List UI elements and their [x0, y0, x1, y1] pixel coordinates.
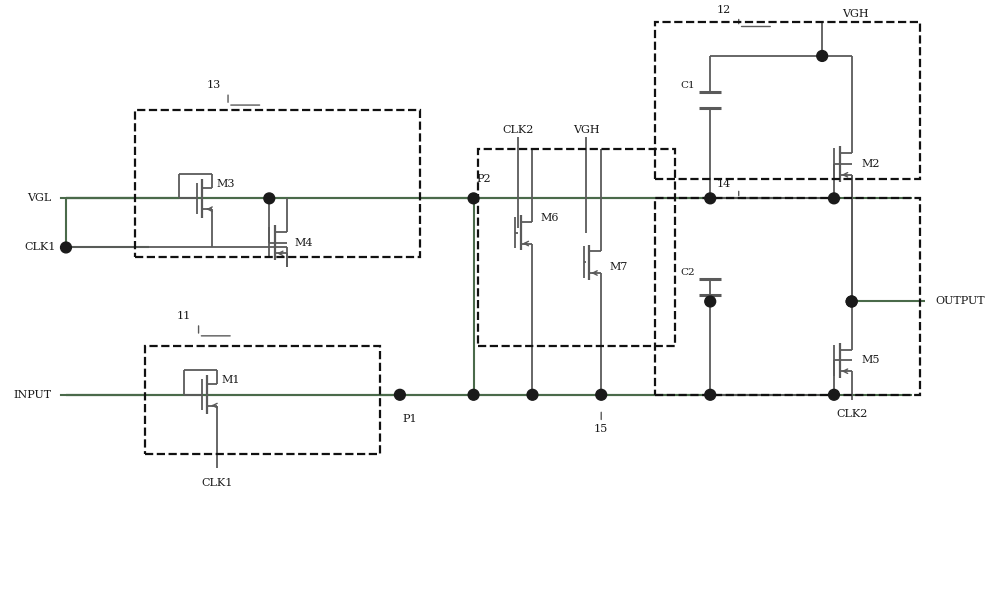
Text: 14: 14 — [717, 178, 731, 189]
Text: M6: M6 — [540, 213, 559, 223]
Circle shape — [817, 50, 828, 62]
Text: VGL: VGL — [27, 193, 51, 204]
Circle shape — [264, 193, 275, 204]
Text: INPUT: INPUT — [13, 390, 51, 400]
Text: CLK1: CLK1 — [25, 242, 56, 253]
Text: P2: P2 — [476, 173, 491, 184]
Text: C1: C1 — [680, 81, 695, 90]
Text: M2: M2 — [861, 159, 880, 169]
Circle shape — [705, 193, 716, 204]
Circle shape — [829, 193, 839, 204]
Text: 15: 15 — [594, 424, 608, 434]
Circle shape — [596, 389, 607, 400]
Text: OUTPUT: OUTPUT — [935, 296, 985, 306]
Circle shape — [394, 389, 405, 400]
Bar — [655, 22, 920, 179]
Text: M3: M3 — [216, 178, 235, 189]
Text: C2: C2 — [680, 268, 695, 277]
Circle shape — [705, 296, 716, 307]
Text: 12: 12 — [717, 5, 731, 15]
Circle shape — [468, 193, 479, 204]
Text: M5: M5 — [861, 355, 880, 365]
Text: CLK2: CLK2 — [836, 410, 867, 419]
Text: VGH: VGH — [842, 9, 868, 18]
Bar — [135, 110, 420, 257]
Text: 11: 11 — [177, 311, 191, 321]
Circle shape — [829, 389, 839, 400]
Circle shape — [846, 296, 857, 307]
Circle shape — [846, 296, 857, 307]
Text: CLK2: CLK2 — [502, 125, 533, 135]
Text: P1: P1 — [403, 415, 417, 424]
Bar — [655, 199, 920, 395]
Text: VGH: VGH — [573, 125, 600, 135]
Circle shape — [61, 242, 71, 253]
Text: M1: M1 — [221, 375, 240, 385]
Circle shape — [527, 389, 538, 400]
Text: CLK1: CLK1 — [202, 478, 233, 488]
Bar — [145, 346, 380, 454]
Circle shape — [468, 389, 479, 400]
Circle shape — [705, 389, 716, 400]
Bar — [478, 149, 675, 346]
Text: 13: 13 — [206, 81, 220, 90]
Text: M7: M7 — [609, 262, 627, 272]
Text: M4: M4 — [295, 237, 313, 248]
